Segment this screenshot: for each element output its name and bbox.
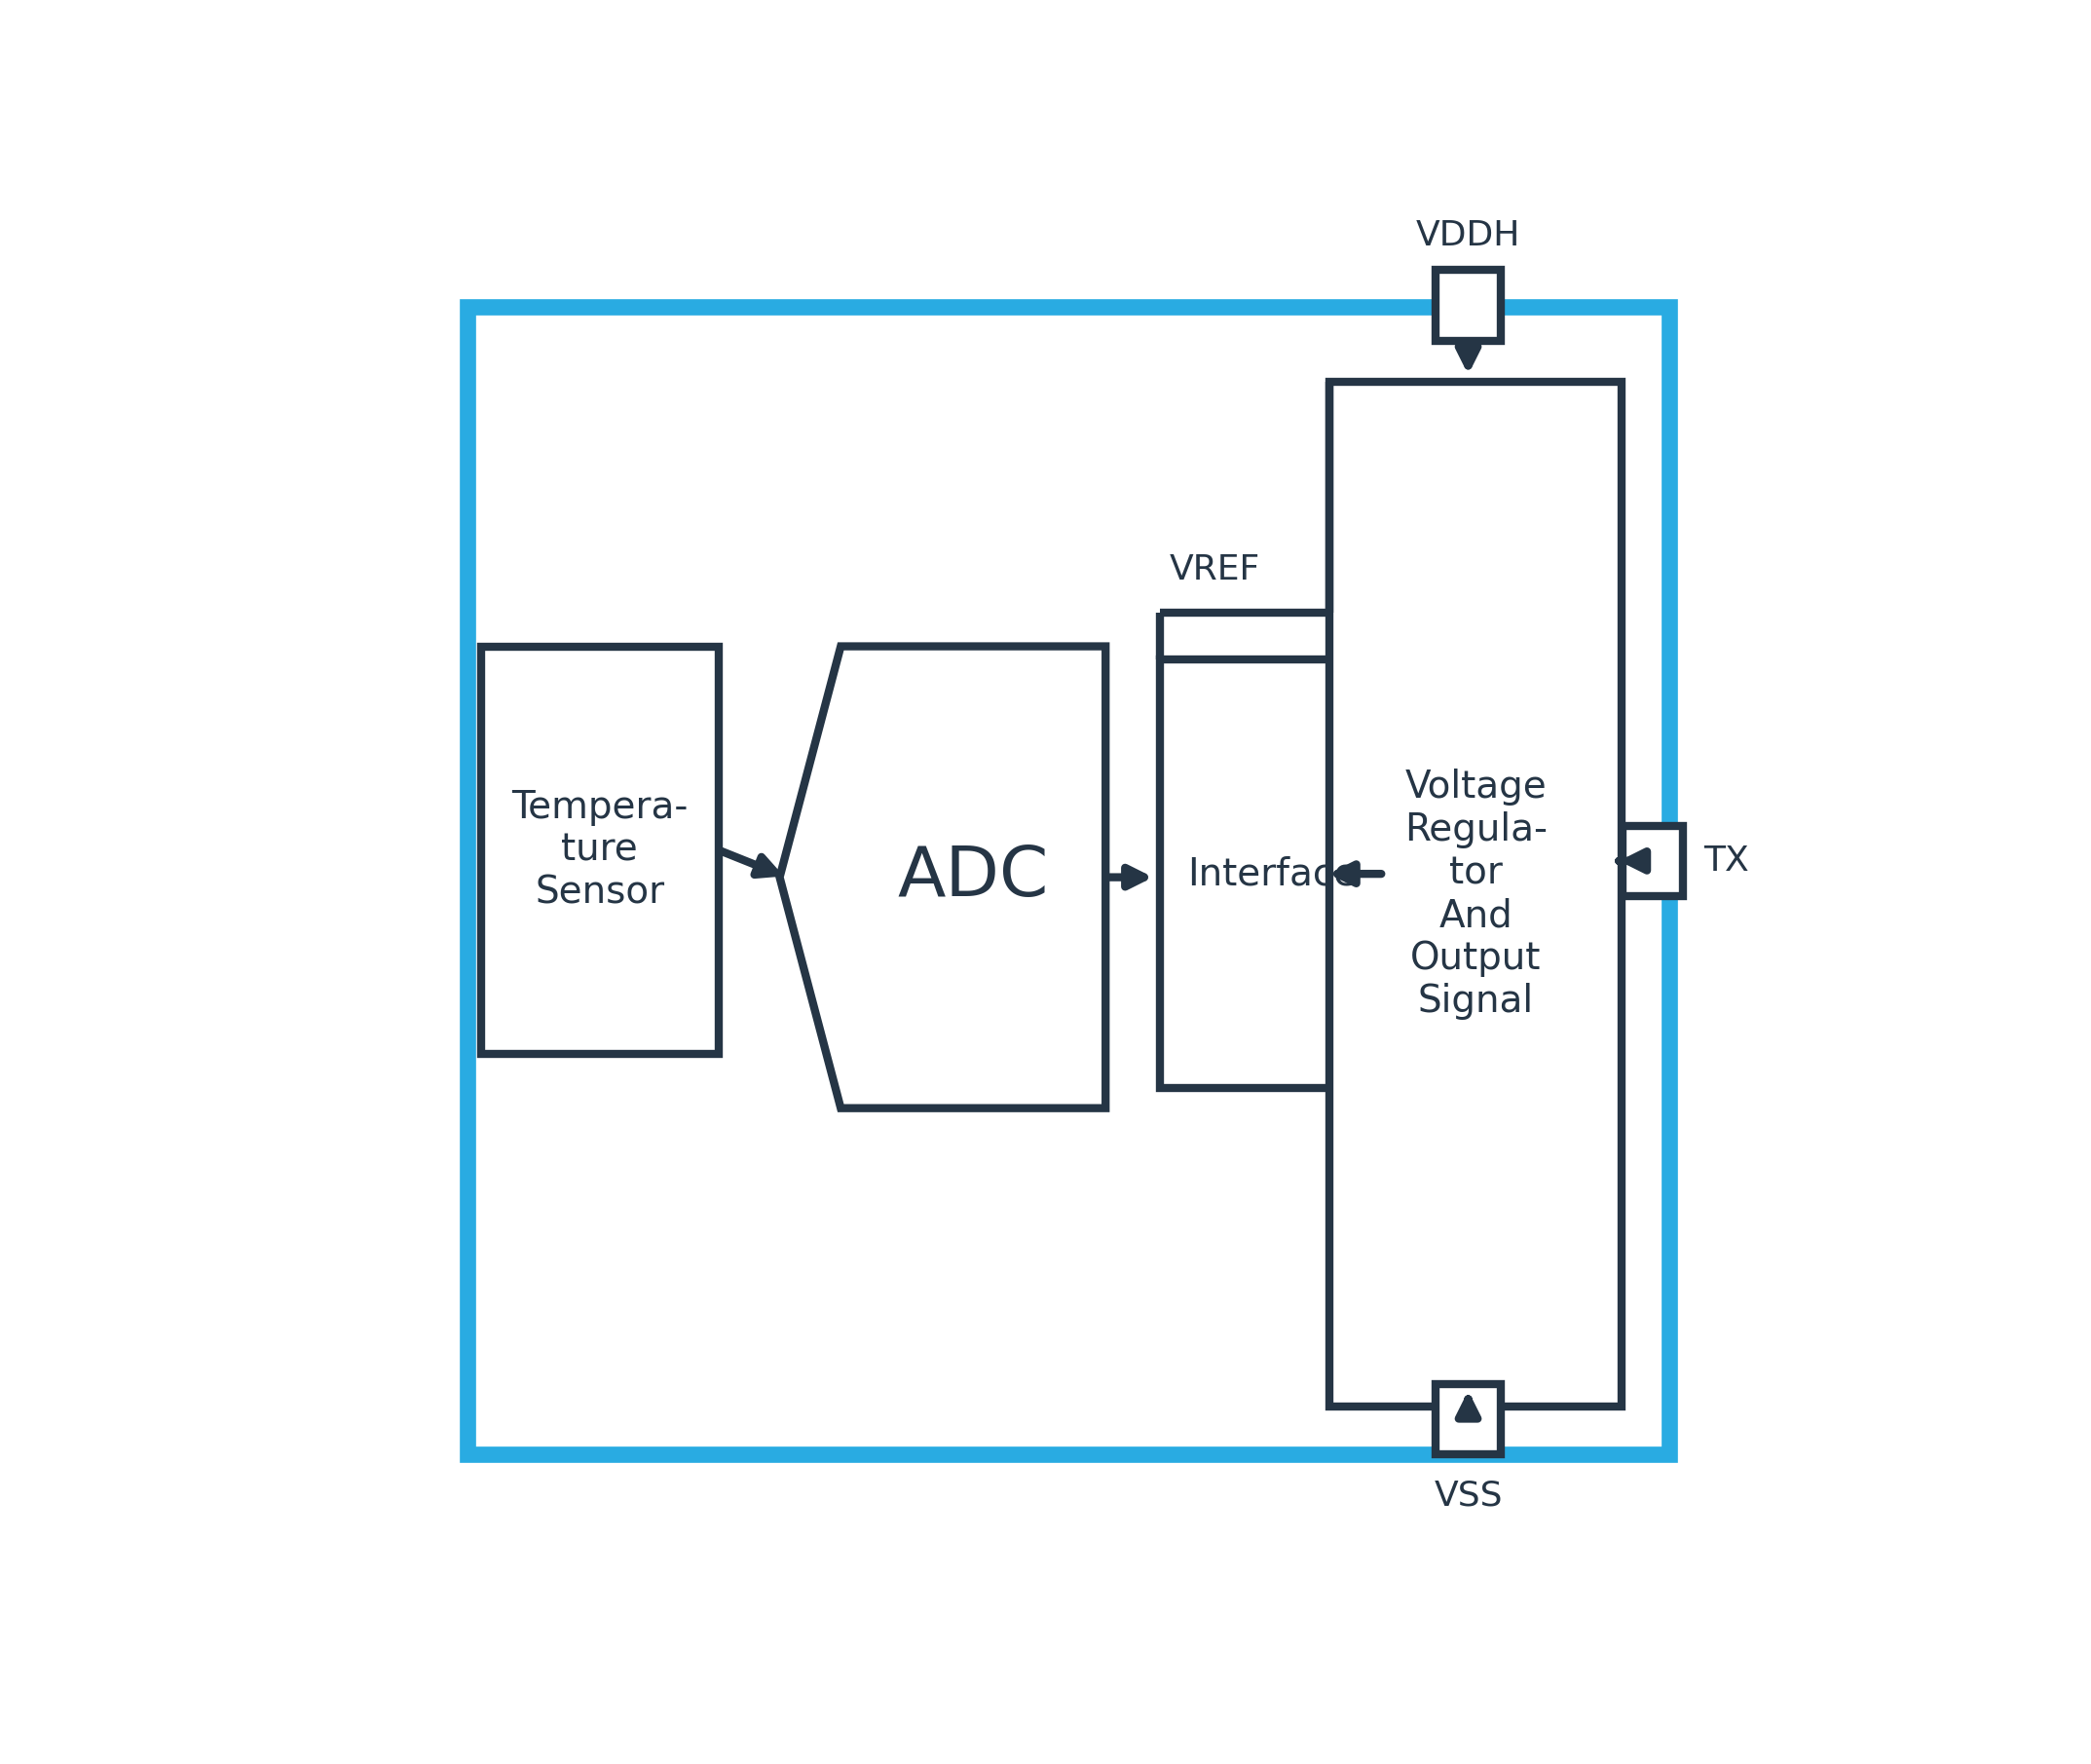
Polygon shape <box>780 646 1106 1108</box>
Bar <box>1161 660 1384 1088</box>
Text: Voltage
Regula-
tor
And
Output
Signal: Voltage Regula- tor And Output Signal <box>1403 769 1547 1020</box>
Text: VDDH: VDDH <box>1416 219 1520 252</box>
Bar <box>481 646 719 1053</box>
Bar <box>1330 381 1623 1408</box>
Bar <box>466 307 1669 1455</box>
Text: TX: TX <box>1704 845 1748 877</box>
Bar <box>1623 826 1683 896</box>
Text: Tempera-
ture
Sensor: Tempera- ture Sensor <box>512 789 688 912</box>
Bar <box>1437 270 1501 340</box>
Text: VSS: VSS <box>1434 1478 1503 1512</box>
Text: Interface: Interface <box>1188 856 1357 893</box>
Bar <box>1437 1385 1501 1455</box>
Text: ADC: ADC <box>897 843 1050 910</box>
Text: VREF: VREF <box>1169 554 1261 587</box>
